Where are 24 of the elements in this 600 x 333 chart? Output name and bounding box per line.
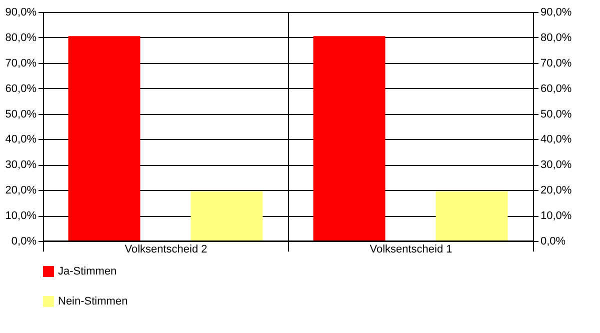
- y-tick-label: 60,0%: [5, 82, 37, 95]
- y2-tick-label: 70,0%: [540, 57, 572, 70]
- y2-tick-label: 40,0%: [540, 134, 572, 146]
- y2-tick-label: 20,0%: [540, 184, 572, 197]
- y-tick-label: 20,0%: [5, 184, 37, 197]
- y-tick-label: 80,0%: [5, 32, 37, 44]
- x-tick-label: Volksentscheid 2: [124, 244, 208, 256]
- y-tick-label: 70,0%: [5, 57, 37, 70]
- y2-tick-label: 10,0%: [540, 210, 572, 222]
- y2-tick-label: 30,0%: [540, 159, 572, 172]
- legend-label: Ja-Stimmen: [58, 266, 117, 278]
- y-tick-label: 30,0%: [5, 159, 37, 172]
- y-tick-label: 40,0%: [5, 134, 37, 146]
- y2-tick-label: 0,0%: [540, 236, 566, 248]
- y-tick-label: 50,0%: [5, 108, 37, 120]
- y-tick-label: 0,0%: [11, 236, 37, 248]
- legend-label: Nein-Stimmen: [58, 296, 128, 308]
- y-tick-label: 90,0%: [5, 6, 37, 18]
- y2-tick-label: 50,0%: [540, 108, 572, 120]
- y-tick-label: 10,0%: [5, 210, 37, 222]
- x-tick-label: Volksentscheid 1: [370, 244, 452, 256]
- y2-tick-label: 60,0%: [540, 82, 572, 95]
- y2-tick-label: 80,0%: [540, 32, 572, 44]
- y2-tick-label: 90,0%: [540, 6, 572, 18]
